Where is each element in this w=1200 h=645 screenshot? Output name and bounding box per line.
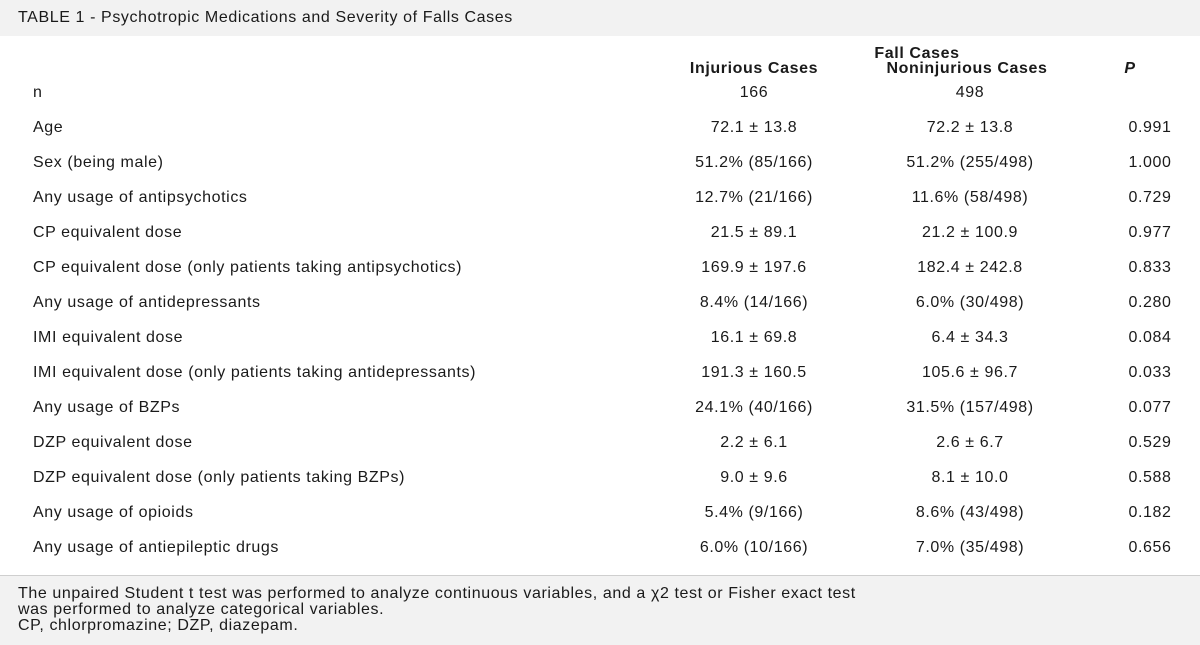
cell-noninjurious: 105.6 ± 96.7	[840, 355, 1100, 390]
row-label: n	[0, 75, 668, 110]
cell-p-value: 0.182	[1100, 495, 1200, 530]
cell-injurious: 191.3 ± 160.5	[668, 355, 840, 390]
table-row: Any usage of antiepileptic drugs6.0% (10…	[0, 530, 1200, 565]
cell-noninjurious: 6.4 ± 34.3	[840, 320, 1100, 355]
row-label: DZP equivalent dose	[0, 425, 668, 460]
table-row: DZP equivalent dose2.2 ± 6.12.6 ± 6.70.5…	[0, 425, 1200, 460]
cell-injurious: 6.0% (10/166)	[668, 530, 840, 565]
cell-injurious: 5.4% (9/166)	[668, 495, 840, 530]
cell-noninjurious: 51.2% (255/498)	[840, 145, 1100, 180]
cell-noninjurious: 182.4 ± 242.8	[840, 250, 1100, 285]
cell-p-value	[1100, 75, 1200, 110]
footnote-line: CP, chlorpromazine; DZP, diazepam.	[18, 618, 1200, 634]
row-label: IMI equivalent dose (only patients takin…	[0, 355, 668, 390]
cell-injurious: 51.2% (85/166)	[668, 145, 840, 180]
cell-p-value: 0.833	[1100, 250, 1200, 285]
cell-p-value: 1.000	[1100, 145, 1200, 180]
cell-p-value: 0.077	[1100, 390, 1200, 425]
cell-p-value: 0.280	[1100, 285, 1200, 320]
cell-p-value: 0.588	[1100, 460, 1200, 495]
cell-noninjurious: 8.1 ± 10.0	[840, 460, 1100, 495]
row-label: Any usage of antidepressants	[0, 285, 668, 320]
cell-p-value: 0.033	[1100, 355, 1200, 390]
table-title: TABLE 1 - Psychotropic Medications and S…	[0, 0, 1200, 36]
cell-noninjurious: 2.6 ± 6.7	[840, 425, 1100, 460]
row-label: CP equivalent dose	[0, 215, 668, 250]
cell-injurious: 24.1% (40/166)	[668, 390, 840, 425]
row-label: Sex (being male)	[0, 145, 668, 180]
cell-p-value: 0.729	[1100, 180, 1200, 215]
cell-injurious: 16.1 ± 69.8	[668, 320, 840, 355]
cell-noninjurious: 31.5% (157/498)	[840, 390, 1100, 425]
cell-injurious: 2.2 ± 6.1	[668, 425, 840, 460]
table-row: Any usage of BZPs24.1% (40/166)31.5% (15…	[0, 390, 1200, 425]
footnote-line: was performed to analyze categorical var…	[18, 602, 1200, 618]
row-label: Age	[0, 110, 668, 145]
row-label: CP equivalent dose (only patients taking…	[0, 250, 668, 285]
cell-p-value: 0.084	[1100, 320, 1200, 355]
table-row: Any usage of antidepressants8.4% (14/166…	[0, 285, 1200, 320]
cell-injurious: 169.9 ± 197.6	[668, 250, 840, 285]
cell-injurious: 12.7% (21/166)	[668, 180, 840, 215]
table-row: Age72.1 ± 13.872.2 ± 13.80.991	[0, 110, 1200, 145]
cell-noninjurious: 21.2 ± 100.9	[840, 215, 1100, 250]
cell-p-value: 0.656	[1100, 530, 1200, 565]
table-row: Any usage of opioids5.4% (9/166)8.6% (43…	[0, 495, 1200, 530]
cell-p-value: 0.991	[1100, 110, 1200, 145]
row-label: Any usage of antiepileptic drugs	[0, 530, 668, 565]
table-row: DZP equivalent dose (only patients takin…	[0, 460, 1200, 495]
table-row: Sex (being male)51.2% (85/166)51.2% (255…	[0, 145, 1200, 180]
cell-injurious: 21.5 ± 89.1	[668, 215, 840, 250]
cell-noninjurious: 6.0% (30/498)	[840, 285, 1100, 320]
cell-noninjurious: 72.2 ± 13.8	[840, 110, 1100, 145]
table-body: n166498Age72.1 ± 13.872.2 ± 13.80.991Sex…	[0, 75, 1200, 565]
table-row: IMI equivalent dose16.1 ± 69.86.4 ± 34.3…	[0, 320, 1200, 355]
table-row: Any usage of antipsychotics12.7% (21/166…	[0, 180, 1200, 215]
table-row: CP equivalent dose (only patients taking…	[0, 250, 1200, 285]
row-label: IMI equivalent dose	[0, 320, 668, 355]
row-label: Any usage of opioids	[0, 495, 668, 530]
footnote-line: The unpaired Student t test was performe…	[18, 586, 1200, 602]
cell-p-value: 0.977	[1100, 215, 1200, 250]
cell-noninjurious: 8.6% (43/498)	[840, 495, 1100, 530]
table-row: n166498	[0, 75, 1200, 110]
cell-noninjurious: 7.0% (35/498)	[840, 530, 1100, 565]
table-footnote: The unpaired Student t test was performe…	[0, 575, 1200, 645]
cell-noninjurious: 498	[840, 75, 1100, 110]
table-row: CP equivalent dose21.5 ± 89.121.2 ± 100.…	[0, 215, 1200, 250]
cell-injurious: 166	[668, 75, 840, 110]
table-row: IMI equivalent dose (only patients takin…	[0, 355, 1200, 390]
cell-injurious: 72.1 ± 13.8	[668, 110, 840, 145]
data-table: n166498Age72.1 ± 13.872.2 ± 13.80.991Sex…	[0, 75, 1200, 565]
row-label: Any usage of antipsychotics	[0, 180, 668, 215]
cell-noninjurious: 11.6% (58/498)	[840, 180, 1100, 215]
cell-p-value: 0.529	[1100, 425, 1200, 460]
cell-injurious: 8.4% (14/166)	[668, 285, 840, 320]
row-label: Any usage of BZPs	[0, 390, 668, 425]
row-label: DZP equivalent dose (only patients takin…	[0, 460, 668, 495]
cell-injurious: 9.0 ± 9.6	[668, 460, 840, 495]
